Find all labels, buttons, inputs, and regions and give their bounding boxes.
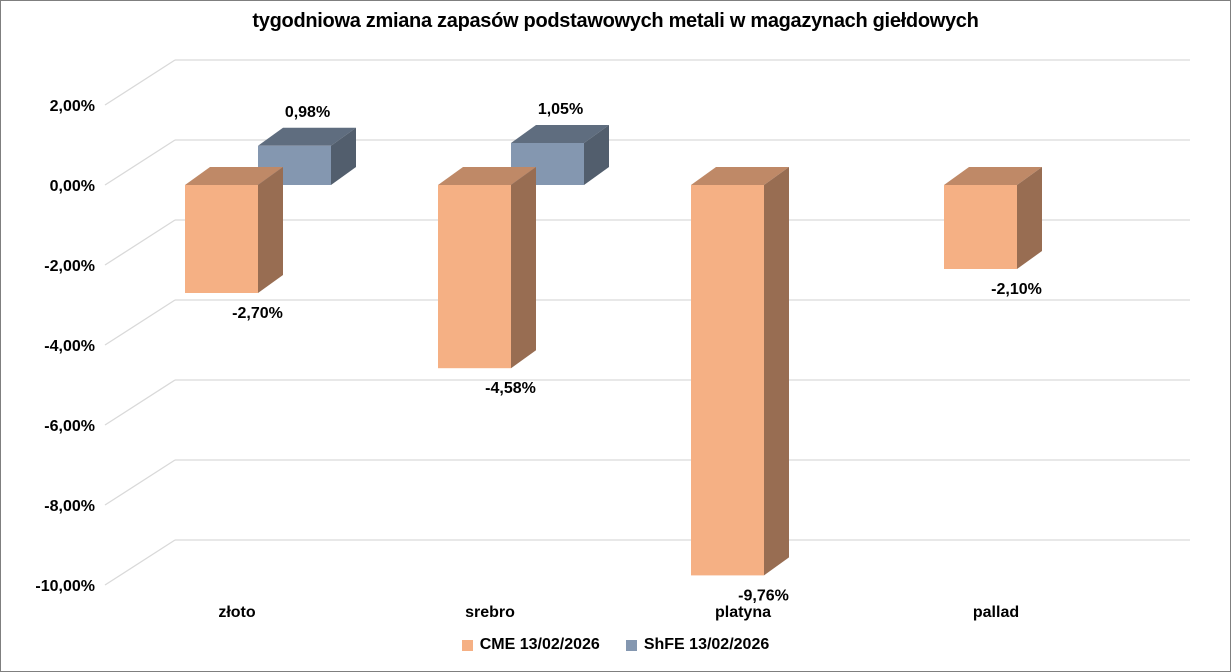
- y-tick-label: -8,00%: [44, 498, 95, 515]
- bar-shfe-1-side: [584, 125, 609, 185]
- legend-item-cme: CME 13/02/2026: [461, 636, 600, 654]
- y-tick-label: -4,00%: [44, 338, 95, 355]
- bar-shfe-0-side: [331, 127, 356, 185]
- gridline-diagonal: [104, 59, 176, 106]
- bar-cme-3-top: [944, 167, 1042, 185]
- bar-cme-2-side: [764, 167, 789, 576]
- gridline-diagonal: [104, 299, 176, 346]
- data-label-cme-2: -9,76%: [738, 587, 789, 604]
- gridline-diagonal: [104, 459, 176, 506]
- bar-cme-0-top: [185, 167, 283, 185]
- bar-cme-1-side: [511, 167, 536, 369]
- y-tick-label: 0,00%: [50, 178, 95, 195]
- x-tick-label-3: pallad: [973, 604, 1019, 621]
- gridline-diagonal: [104, 139, 176, 186]
- bar-cme-1: [438, 185, 511, 369]
- x-tick-label-0: złoto: [218, 604, 256, 621]
- gridline-diagonal: [104, 219, 176, 266]
- data-label-shfe-0: 0,98%: [285, 104, 330, 121]
- bar-cme-3: [944, 185, 1017, 269]
- legend-label-shfe: ShFE 13/02/2026: [643, 636, 770, 653]
- bar-cme-2-top: [691, 167, 789, 185]
- x-tick-label-2: platyna: [715, 604, 771, 621]
- chart-legend: CME 13/02/2026 ShFE 13/02/2026: [0, 636, 1231, 654]
- bar-shfe-1-top: [511, 125, 609, 143]
- bar-cme-3-side: [1017, 167, 1042, 269]
- data-label-cme-1: -4,58%: [485, 380, 536, 397]
- bar-cme-2: [691, 185, 764, 576]
- bar-cme-1-top: [438, 167, 536, 185]
- legend-swatch-cme: [461, 639, 473, 651]
- gridline-diagonal: [104, 379, 176, 426]
- data-label-cme-0: -2,70%: [232, 305, 283, 322]
- bar-cme-0-side: [258, 167, 283, 293]
- x-tick-label-1: srebro: [465, 604, 515, 621]
- y-tick-label: -2,00%: [44, 258, 95, 275]
- gridline-diagonal: [104, 539, 176, 586]
- y-tick-label: -6,00%: [44, 418, 95, 435]
- chart-title: tygodniowa zmiana zapasów podstawowych m…: [252, 10, 979, 32]
- data-label-shfe-1: 1,05%: [538, 101, 583, 118]
- legend-item-shfe: ShFE 13/02/2026: [625, 636, 770, 654]
- bar-cme-0: [185, 185, 258, 293]
- legend-label-cme: CME 13/02/2026: [479, 636, 600, 653]
- legend-swatch-shfe: [625, 639, 637, 651]
- y-tick-label: 2,00%: [50, 98, 95, 115]
- y-tick-label: -10,00%: [35, 578, 95, 595]
- bar-shfe-0-top: [258, 127, 356, 146]
- data-label-cme-3: -2,10%: [991, 281, 1042, 298]
